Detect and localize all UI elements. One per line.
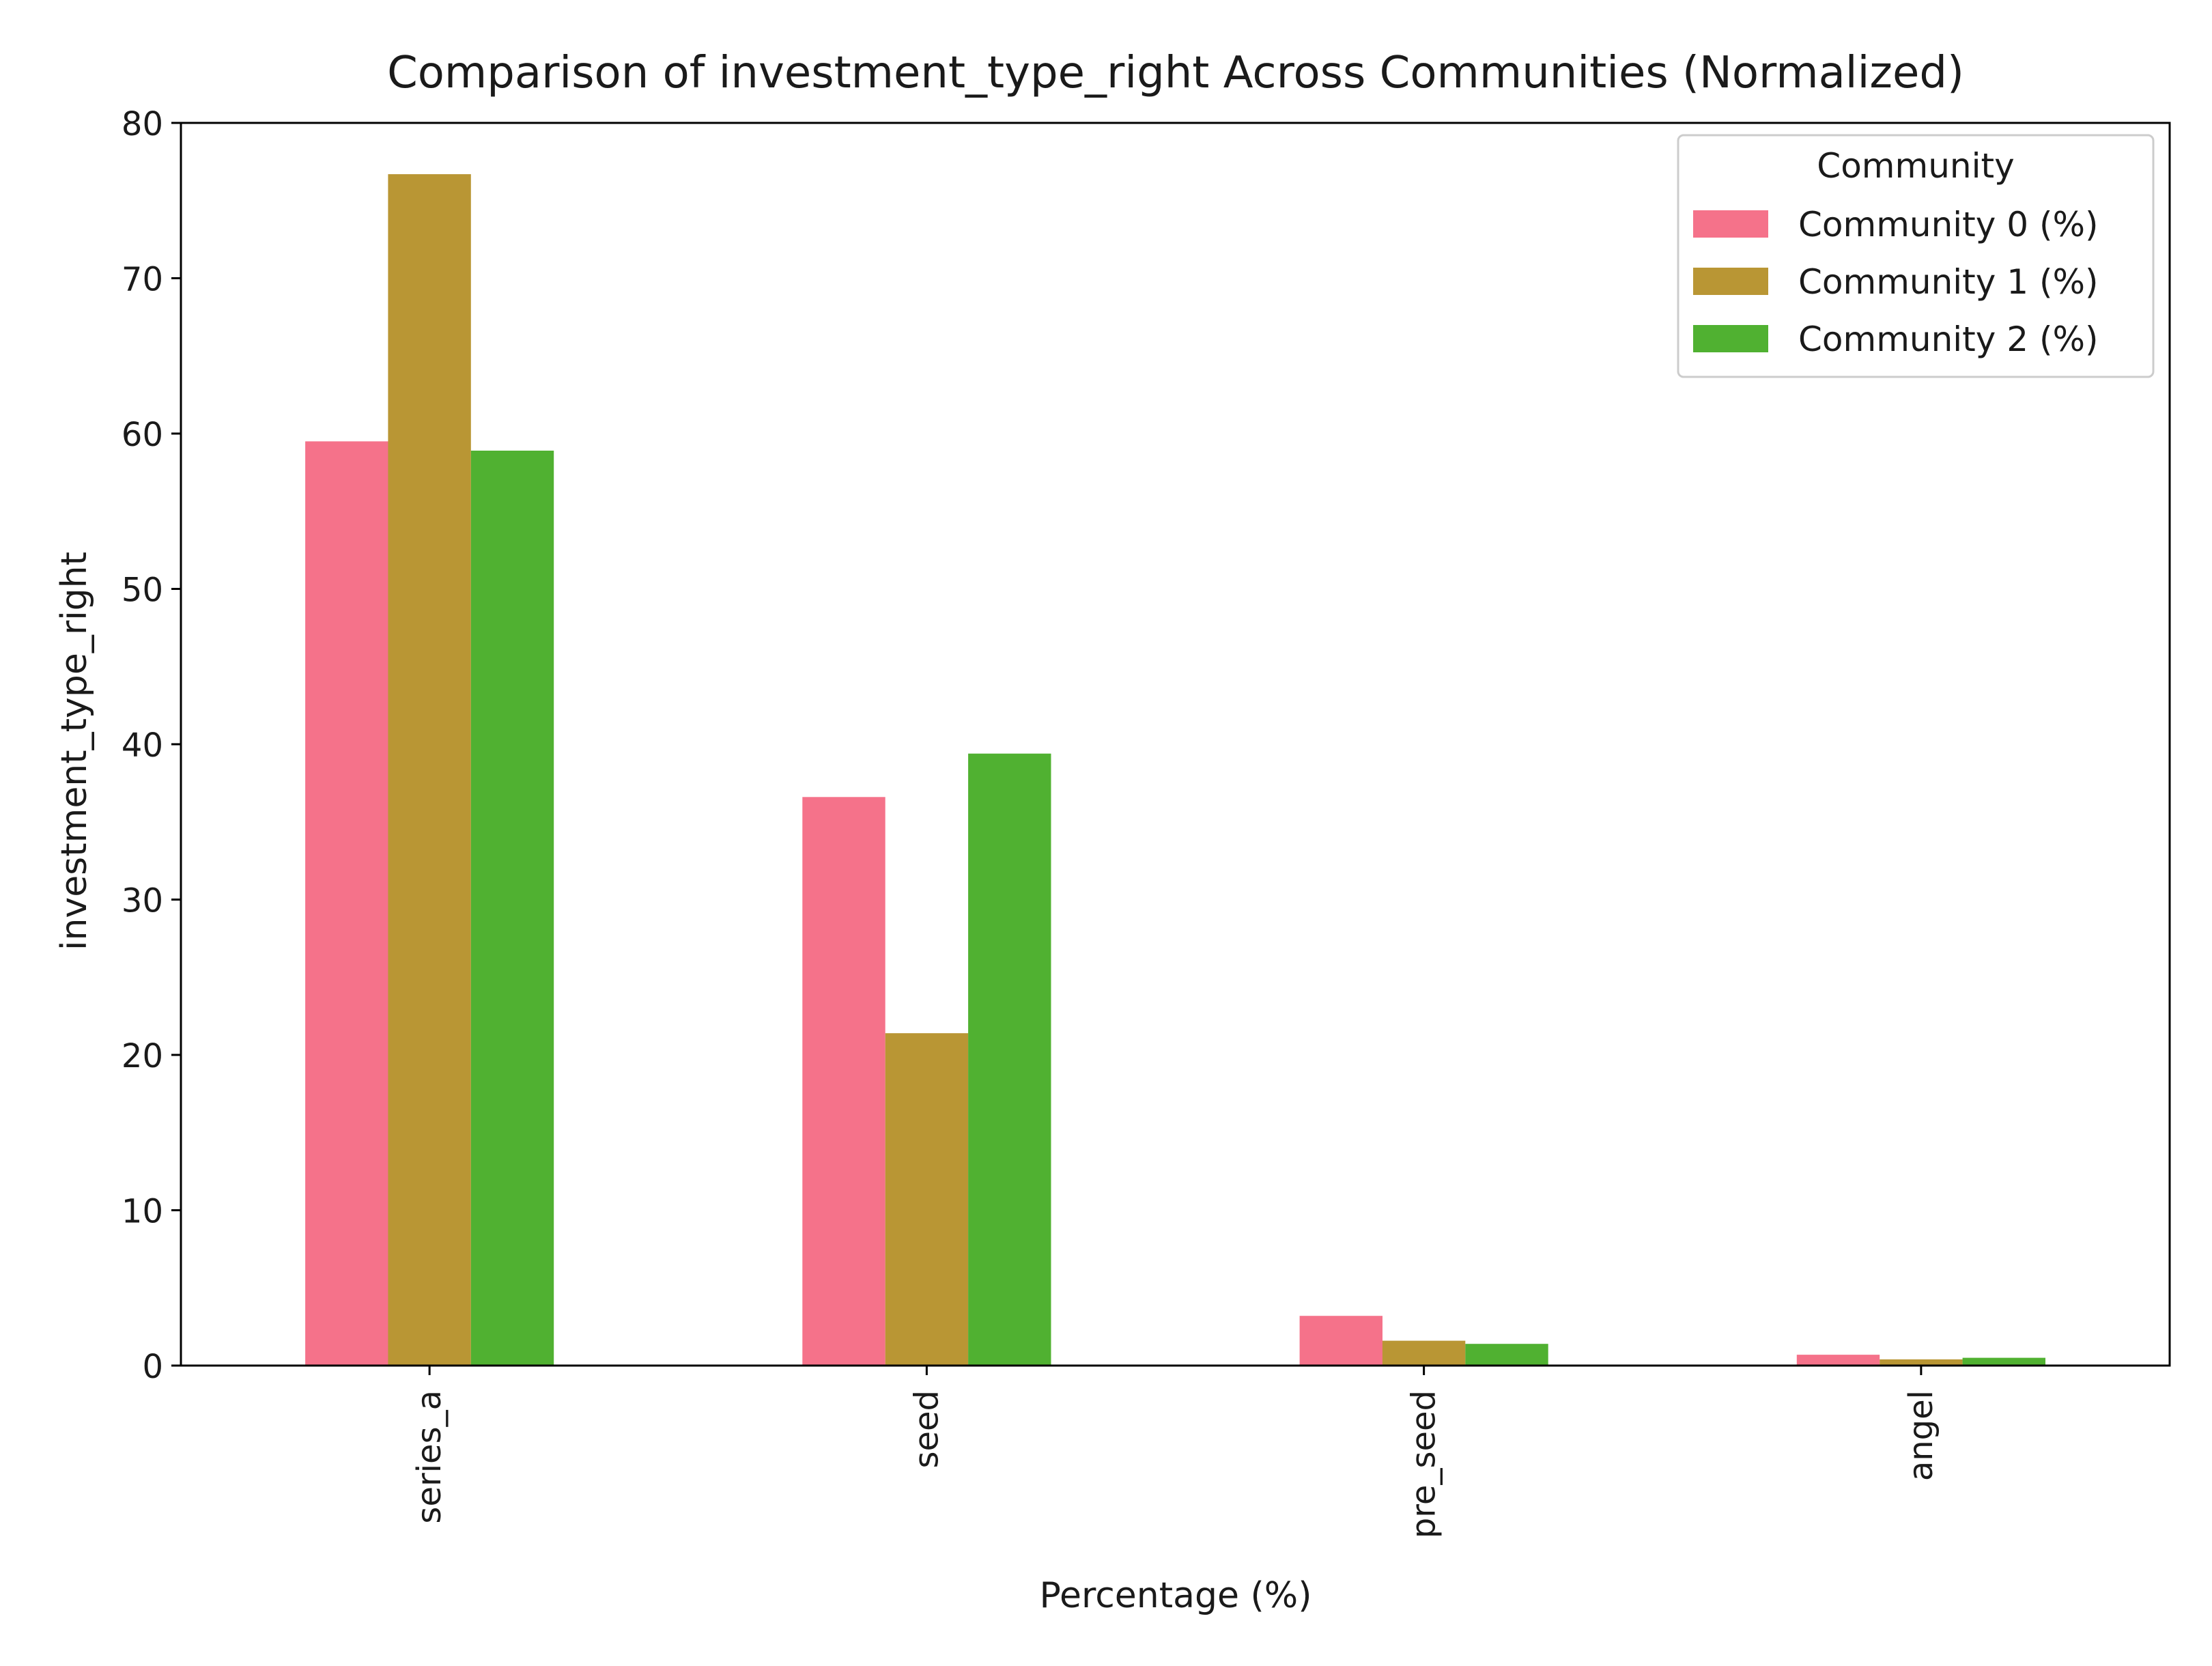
bar [1796, 1355, 1880, 1366]
y-tick-label: 0 [142, 1348, 163, 1386]
bar [470, 451, 554, 1366]
x-tick-label: seed [907, 1390, 946, 1469]
legend-label: Community 0 (%) [1798, 205, 2099, 244]
x-axis-label: Percentage (%) [1039, 1575, 1311, 1616]
y-tick-label: 30 [122, 882, 163, 920]
y-tick-label: 70 [122, 261, 163, 299]
chart-title: Comparison of investment_type_right Acro… [387, 48, 1964, 98]
bar [1382, 1340, 1466, 1366]
y-tick-label: 80 [122, 105, 163, 143]
bar [388, 174, 471, 1366]
legend-swatch [1693, 210, 1768, 238]
y-tick-label: 40 [122, 726, 163, 765]
bar [1299, 1316, 1382, 1366]
bar-series [305, 441, 1880, 1366]
bar-series [470, 451, 2045, 1366]
bar [802, 797, 885, 1366]
bar [1465, 1344, 1548, 1366]
legend-label: Community 2 (%) [1798, 320, 2099, 359]
bar [885, 1033, 969, 1366]
y-tick-label: 20 [122, 1037, 163, 1075]
x-tick-label: angel [1902, 1390, 1940, 1481]
plot-area: 0 10 20 30 40 50 60 70 80 series_a seed pre_seed ang… [122, 105, 2171, 1538]
legend-swatch [1693, 325, 1768, 352]
legend-title: Community [1817, 146, 2014, 186]
bar [1962, 1357, 2045, 1366]
y-tick-label: 50 [122, 571, 163, 610]
x-tick-label: series_a [410, 1390, 449, 1524]
y-tick-label: 60 [122, 416, 163, 454]
y-axis-label: investment_type_right [54, 552, 95, 950]
bar [1880, 1359, 1963, 1366]
x-tick-label: pre_seed [1405, 1390, 1443, 1538]
legend-swatch [1693, 268, 1768, 295]
bar [305, 441, 388, 1366]
bar-series [388, 174, 1963, 1366]
legend-box [1677, 134, 2155, 378]
bar [968, 753, 1051, 1366]
legend: Community Community 0 (%) Community 1 (%) C… [1677, 134, 2155, 378]
y-tick-label: 10 [122, 1193, 163, 1231]
legend-label: Community 1 (%) [1798, 262, 2099, 302]
